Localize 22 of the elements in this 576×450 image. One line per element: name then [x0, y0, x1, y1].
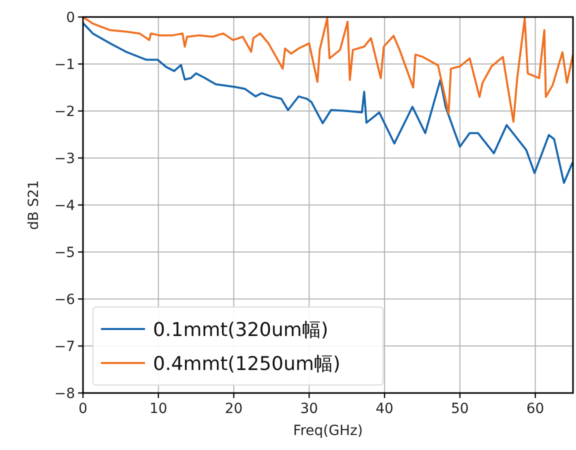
x-tick-label: 40: [376, 401, 394, 417]
y-tick-label: −4: [54, 198, 76, 214]
line-series: [83, 17, 573, 123]
line-series: [83, 22, 573, 184]
x-tick-label: 30: [300, 401, 318, 417]
y-tick-label: −7: [54, 339, 75, 355]
y-tick-label: −2: [54, 104, 75, 120]
y-tick-label: −6: [54, 292, 76, 308]
legend-label: 0.4mmt(1250um幅): [153, 353, 340, 375]
x-tick-label: 20: [224, 401, 243, 417]
x-tick-label: 60: [526, 401, 544, 417]
x-tick-label: 0: [78, 401, 88, 417]
legend-label: 0.1mmt(320um幅): [153, 319, 328, 341]
x-tick-label: 50: [451, 401, 469, 417]
y-axis-title: dB S21: [26, 180, 42, 230]
y-tick-label: −1: [54, 57, 75, 73]
y-tick-label: −5: [54, 245, 75, 261]
y-tick-label: 0: [66, 10, 75, 26]
x-axis-title: Freq(GHz): [293, 423, 363, 439]
y-tick-label: −3: [54, 151, 75, 167]
x-tick-label: 10: [149, 401, 168, 417]
y-tick-label: −8: [54, 386, 75, 402]
